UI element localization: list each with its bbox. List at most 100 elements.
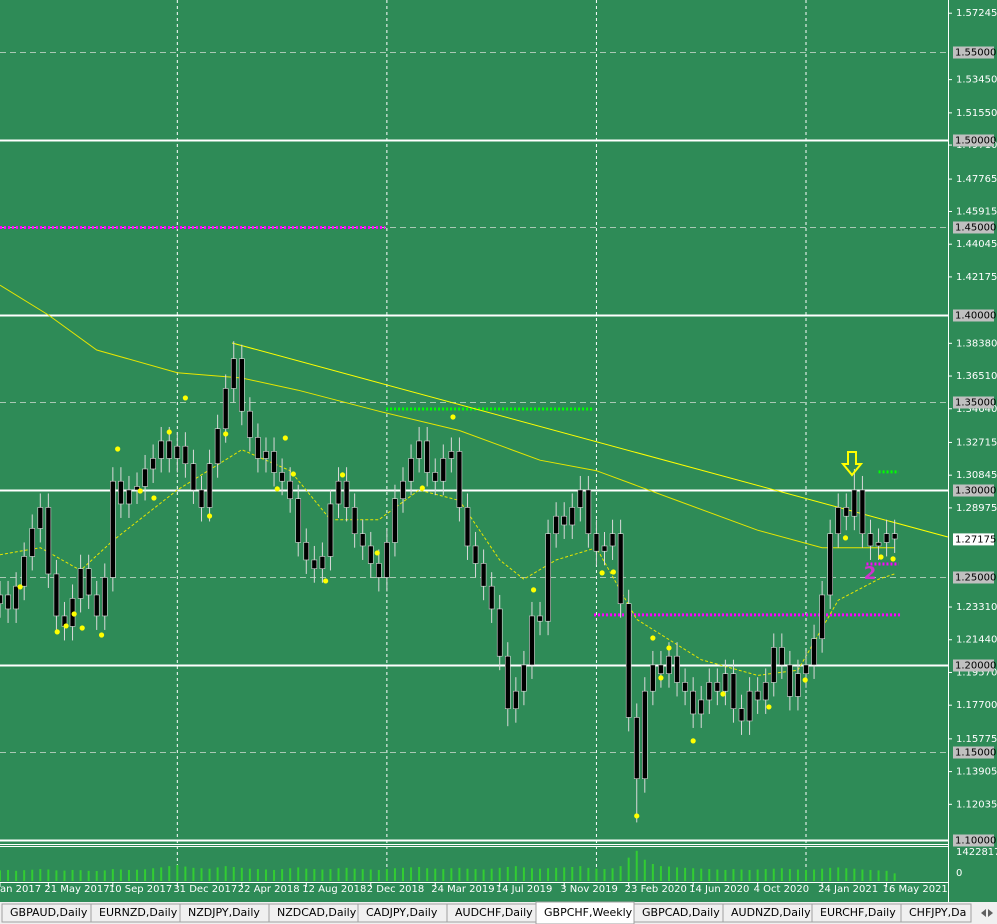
candle-body (480, 563, 487, 587)
tab-label[interactable]: AUDCHF,Daily (455, 906, 533, 919)
tab-label[interactable]: EURNZD,Daily (99, 906, 178, 919)
fractal-dot (842, 535, 849, 541)
candle-body (359, 533, 366, 547)
candle-body (376, 563, 382, 578)
y-tick-label: 1.28975 (956, 503, 997, 514)
level-label-box (953, 46, 994, 59)
tab[interactable] (900, 903, 972, 923)
candle-body (730, 673, 737, 709)
candle-body (142, 468, 148, 487)
tab-label[interactable]: EURCHF,Daily (820, 906, 896, 919)
candle-body (738, 708, 745, 722)
candle-body (706, 682, 713, 701)
y-tick-label: 1.17700 (956, 700, 997, 711)
candle-body (891, 533, 898, 540)
tab-label[interactable]: CHFJPY,Da (909, 906, 966, 919)
candle-body (343, 480, 350, 508)
candle-body (859, 489, 866, 535)
candle-body (658, 664, 664, 674)
candle-body (53, 573, 60, 617)
candle-body (432, 472, 439, 482)
candle-body (851, 489, 858, 517)
tab-label[interactable]: GBPCHF,Weekly (544, 906, 633, 919)
candle-body (504, 655, 511, 709)
candle-body (779, 647, 785, 666)
candle-body (633, 717, 640, 779)
candle-body (625, 603, 632, 718)
fractal-dot (720, 691, 726, 697)
candle-body (545, 533, 551, 622)
fractal-dot (666, 645, 672, 651)
tab-scroll-right[interactable] (988, 909, 993, 917)
y-tick-label: 1.36510 (956, 371, 997, 382)
y-tick-label: 1.38380 (956, 338, 997, 349)
candle-body (0, 594, 3, 604)
fractal-dot (182, 395, 188, 401)
candle-body (182, 445, 189, 465)
candle-body (843, 507, 850, 517)
fractal-dot (890, 556, 896, 562)
candle-body (416, 440, 422, 459)
fractal-dot (610, 569, 616, 575)
candle-body (529, 615, 535, 666)
candle-body (150, 458, 156, 470)
candle-body (553, 515, 559, 535)
candle-body (408, 458, 414, 482)
candle-body (593, 533, 600, 552)
candle-body (835, 507, 842, 535)
candle-body (472, 545, 479, 564)
candle-body (190, 463, 197, 491)
fractal-dot (206, 513, 213, 519)
candle-body (400, 480, 406, 500)
tab-label[interactable]: GBPCAD,Daily (642, 906, 720, 919)
y-tick-label: 1.23310 (956, 602, 997, 613)
fractal-dot (419, 485, 425, 491)
candle-body (795, 673, 801, 697)
tab-label[interactable]: NZDJPY,Daily (188, 906, 260, 919)
tab-scroll-left[interactable] (981, 909, 986, 917)
y-tick-label: 1.47765 (956, 174, 997, 185)
y-tick-label: 1.32715 (956, 437, 997, 448)
candle-body (682, 682, 688, 692)
fractal-dot (599, 570, 605, 576)
fractal-dot (802, 677, 808, 683)
fractal-dot (63, 623, 69, 629)
candle-body (601, 545, 608, 552)
level-label-box (953, 571, 994, 584)
y-tick-label: 1.34640 (956, 404, 997, 415)
level-label: 1.30000 (955, 486, 996, 497)
candle-body (255, 437, 261, 459)
level-label: 1.10000 (955, 836, 996, 847)
tab-label[interactable]: AUDNZD,Daily (731, 906, 811, 919)
candle-body (698, 699, 705, 715)
candle-body (754, 690, 761, 701)
tab-strip: GBPAUD,Daily EURNZD,Daily NZDJPY,Daily NZDC… (1, 901, 997, 924)
level-label-box (953, 659, 994, 672)
candle-body (666, 655, 672, 674)
y-tick-label: 1.12035 (956, 799, 997, 810)
candle-body (722, 673, 729, 692)
level-label-box (953, 396, 994, 409)
fractal-dot (17, 584, 23, 590)
fractal-dot (54, 629, 60, 635)
candle-body (674, 655, 680, 683)
y-tick-label: 1.15775 (956, 734, 997, 745)
candle-body (448, 451, 455, 459)
tab-label[interactable]: NZDCAD,Daily (277, 906, 357, 919)
candle-body (650, 664, 656, 692)
tab-label[interactable]: CADJPY,Daily (366, 906, 438, 919)
last-price-box (953, 533, 994, 546)
tab-label[interactable]: GBPAUD,Daily (10, 906, 88, 919)
fractal-dot (98, 632, 105, 638)
level-label-box (953, 834, 994, 847)
candle-body (206, 463, 213, 508)
candle-body (166, 440, 173, 459)
candle-body (335, 480, 342, 505)
candle-body (85, 568, 92, 596)
candle-body (464, 507, 471, 547)
candle-body (488, 585, 495, 610)
candle-body (158, 440, 164, 459)
signal-arrow (840, 451, 864, 477)
volume-tick-label: 1422817 (956, 847, 997, 858)
